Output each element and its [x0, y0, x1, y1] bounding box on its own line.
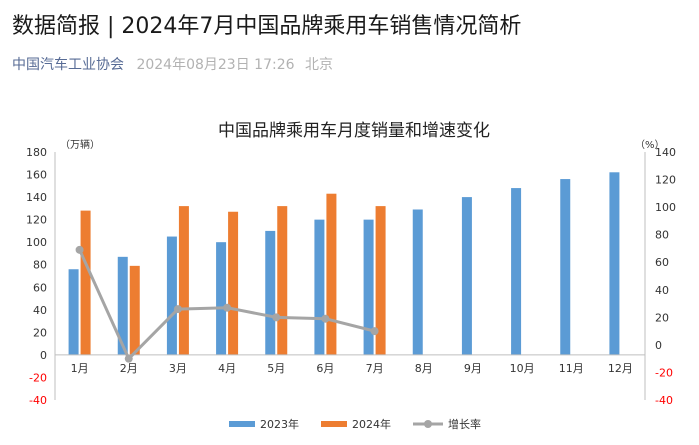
left-axis-unit: （万辆）: [60, 138, 100, 151]
bar-2024: [277, 206, 288, 355]
article-title: 数据简报 | 2024年7月中国品牌乘用车销售情况简析: [12, 14, 522, 39]
left-tick-label: 180: [26, 146, 47, 159]
bar-2024: [129, 265, 140, 355]
left-tick-label: 160: [26, 169, 47, 182]
publish-location: 北京: [304, 57, 333, 73]
bar-2024: [178, 206, 189, 355]
bar-2024: [80, 210, 91, 355]
legend-label: 增长率: [448, 417, 481, 431]
bar-2024: [326, 193, 337, 355]
bar-2023: [314, 219, 325, 355]
right-tick-label: 60: [655, 256, 669, 269]
bar-2023: [216, 242, 227, 355]
left-tick-label: 100: [26, 236, 47, 249]
category-label: 1月: [71, 362, 89, 375]
category-label: 3月: [169, 362, 187, 375]
publish-date: 2024年08月23日 17:26: [136, 57, 295, 73]
growth-rate-point: [321, 314, 330, 323]
right-tick-label: 40: [655, 284, 669, 297]
left-tick-label: 80: [33, 259, 47, 272]
category-label: 10月: [510, 362, 535, 375]
bar-2023: [609, 172, 620, 355]
bar-2023: [68, 269, 79, 355]
bar-2023: [117, 256, 128, 355]
left-tick-label: 60: [33, 281, 47, 294]
right-tick-label: 80: [655, 229, 669, 242]
category-label: 4月: [218, 362, 236, 375]
left-tick-label: 40: [33, 304, 47, 317]
article-source-link[interactable]: 中国汽车工业协会: [12, 57, 124, 73]
growth-rate-point: [173, 305, 182, 314]
legend-swatch: [321, 421, 347, 427]
chart-legend: 2023年 2024年 增长率: [229, 417, 481, 431]
right-tick-label: 0: [655, 339, 662, 352]
category-label: 9月: [464, 362, 482, 375]
category-label: 11月: [559, 362, 584, 375]
category-label: 5月: [267, 362, 285, 375]
growth-rate-point: [124, 354, 133, 363]
bar-2023: [511, 188, 522, 355]
category-label: 2月: [120, 362, 138, 375]
left-tick-label: 120: [26, 214, 47, 227]
chart-title: 中国品牌乘用车月度销量和增速变化: [218, 121, 490, 141]
right-tick-label: -20: [655, 366, 673, 379]
left-tick-label: -20: [29, 371, 47, 384]
legend-label: 2024年: [352, 417, 391, 431]
article-meta: 中国汽车工业协会 2024年08月23日 17:26 北京: [12, 54, 333, 74]
left-tick-label: -40: [29, 394, 47, 407]
right-axis-unit: （%）: [635, 139, 665, 151]
right-tick-label: 120: [655, 174, 676, 187]
bar-2024: [228, 211, 239, 355]
category-label: 6月: [316, 362, 334, 375]
plot-area: -40 -20 0 20 40 60 80 100 120 140 160 180 -40 -20 0 20 4…: [26, 146, 676, 407]
growth-rate-point: [75, 245, 84, 254]
legend-swatch: [229, 421, 255, 427]
bar-2023: [363, 219, 374, 355]
bar-2023: [166, 236, 177, 355]
bar-2023: [265, 230, 276, 355]
bar-2023: [461, 197, 472, 355]
left-tick-label: 20: [33, 326, 47, 339]
category-label: 8月: [415, 362, 433, 375]
right-tick-label: -40: [655, 394, 673, 407]
legend-label: 2023年: [260, 417, 299, 431]
category-label: 7月: [366, 362, 384, 375]
category-label: 12月: [608, 362, 633, 375]
right-tick-label: 140: [655, 146, 676, 159]
legend-marker: [424, 420, 432, 428]
bar-2023: [560, 179, 571, 355]
left-tick-label: 0: [40, 349, 47, 362]
bar-2023: [412, 209, 423, 355]
right-tick-label: 20: [655, 311, 669, 324]
growth-rate-point: [272, 313, 281, 322]
bar-2024: [375, 206, 386, 355]
right-tick-label: 100: [655, 201, 676, 214]
left-tick-label: 140: [26, 191, 47, 204]
growth-rate-point: [370, 327, 379, 336]
growth-rate-point: [223, 303, 232, 312]
